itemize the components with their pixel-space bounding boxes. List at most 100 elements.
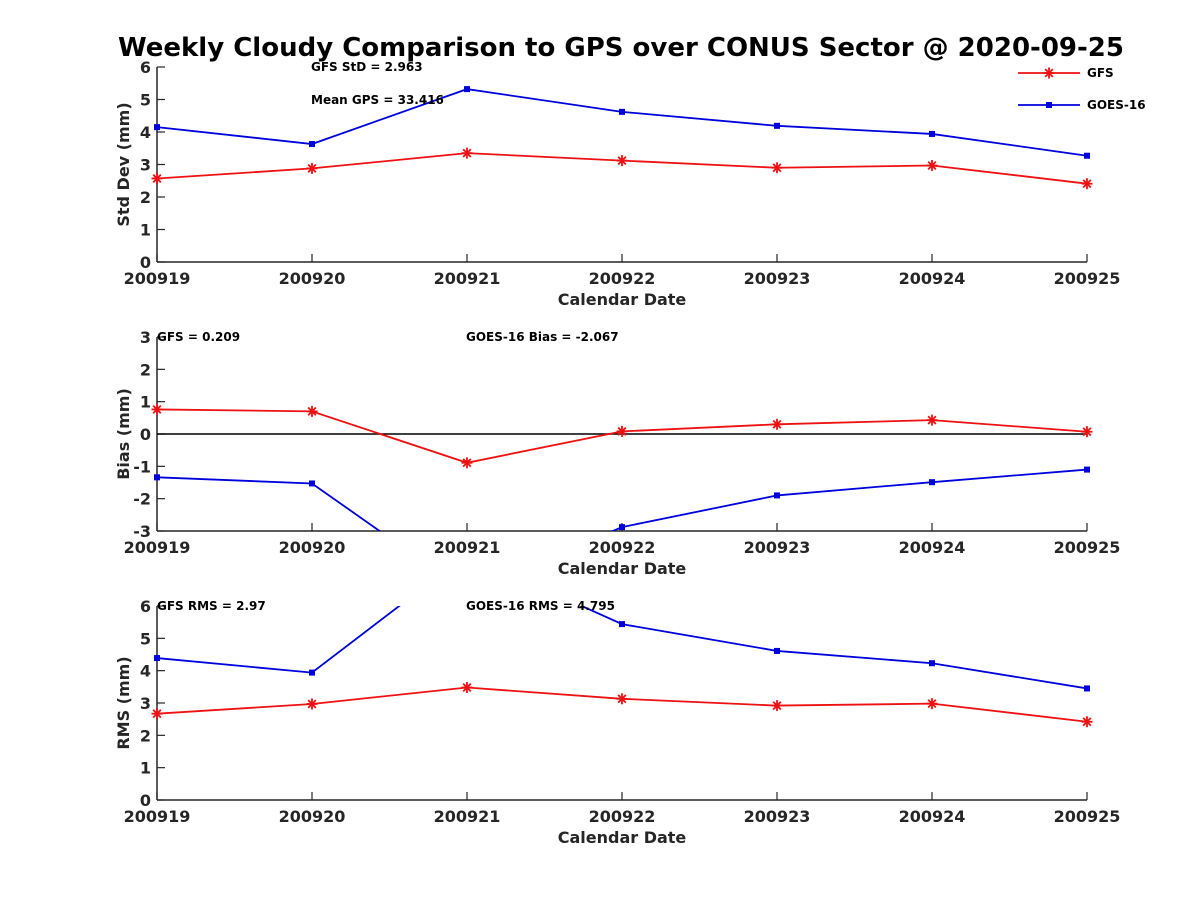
- y-tick-label: 5: [140, 629, 151, 648]
- y-tick-label: -1: [133, 457, 151, 476]
- y-tick-label: 2: [140, 360, 151, 379]
- data-point: [151, 403, 163, 415]
- x-tick-label: 200924: [899, 807, 966, 826]
- data-point: [309, 141, 315, 148]
- y-tick-label: 3: [140, 328, 151, 347]
- x-tick-label: 200920: [279, 269, 346, 288]
- data-point: [461, 681, 473, 693]
- y-tick-label: 5: [140, 91, 151, 110]
- x-tick-label: 200924: [899, 538, 966, 557]
- y-tick-label: 0: [140, 253, 151, 272]
- x-tick-label: 200924: [899, 269, 966, 288]
- x-axis-label: Calendar Date: [558, 828, 687, 847]
- legend-marker: [1046, 102, 1052, 108]
- data-point: [464, 86, 470, 93]
- x-tick-label: 200919: [124, 807, 191, 826]
- data-point: [929, 130, 935, 137]
- data-point: [771, 418, 783, 430]
- y-tick-label: 3: [140, 156, 151, 175]
- legend-entry-gfs: GFS: [1018, 66, 1114, 80]
- y-tick-label: 2: [140, 726, 151, 745]
- data-point: [619, 108, 625, 115]
- chart-title: Weekly Cloudy Comparison to GPS over CON…: [118, 33, 1124, 63]
- y-axis-label: Std Dev (mm): [114, 102, 133, 226]
- y-tick-label: 0: [140, 791, 151, 810]
- x-tick-label: 200925: [1054, 269, 1121, 288]
- x-axis-label: Calendar Date: [558, 559, 687, 578]
- data-point: [926, 414, 938, 426]
- data-point: [306, 162, 318, 174]
- data-point: [619, 524, 625, 531]
- annotation: GOES-16 Bias = -2.067: [466, 330, 619, 344]
- series-gfs: [151, 681, 1093, 728]
- y-tick-label: 4: [140, 662, 151, 681]
- panel-2: -3 -2 -1 0 1 2 3 200919 200920 200921 200922 200923…: [114, 328, 1121, 578]
- data-point: [774, 647, 780, 654]
- annotation: Mean GPS = 33.416: [311, 93, 444, 107]
- x-tick-label: 200923: [744, 807, 811, 826]
- legend-label: GOES-16: [1087, 98, 1146, 112]
- series-gfs: [151, 147, 1093, 190]
- data-point: [1081, 178, 1093, 190]
- y-axis-label: Bias (mm): [114, 388, 133, 480]
- y-tick-label: 1: [140, 759, 151, 778]
- x-tick-label: 200923: [744, 269, 811, 288]
- legend-label: GFS: [1087, 66, 1114, 80]
- data-point: [929, 479, 935, 486]
- legend-marker: [1043, 67, 1055, 79]
- x-tick-label: 200923: [744, 538, 811, 557]
- data-point: [616, 155, 628, 167]
- data-point: [774, 492, 780, 499]
- legend-entry-goes-16: GOES-16: [1018, 98, 1146, 112]
- y-tick-label: 6: [140, 597, 151, 616]
- data-point: [306, 698, 318, 710]
- data-point: [154, 124, 160, 131]
- data-point: [616, 693, 628, 705]
- data-point: [461, 147, 473, 159]
- panel-1: 0 1 2 3 4 5 6 200919 200920 200921 200922 200923 200…: [114, 58, 1120, 309]
- data-point: [1081, 716, 1093, 728]
- data-point: [154, 655, 160, 662]
- x-axis-label: Calendar Date: [558, 290, 687, 309]
- legend: GFS GOES-16: [1018, 66, 1146, 112]
- data-point: [1084, 685, 1090, 692]
- data-point: [929, 660, 935, 667]
- data-point: [1084, 152, 1090, 159]
- data-point: [619, 621, 625, 628]
- series-gfs: [151, 403, 1093, 469]
- annotation: GFS StD = 2.963: [311, 60, 423, 74]
- y-tick-label: 0: [140, 425, 151, 444]
- y-tick-label: -3: [133, 522, 151, 541]
- x-tick-label: 200925: [1054, 538, 1121, 557]
- x-tick-label: 200925: [1054, 807, 1121, 826]
- x-tick-label: 200921: [434, 538, 501, 557]
- data-point: [771, 162, 783, 174]
- x-tick-label: 200922: [589, 269, 656, 288]
- data-point: [771, 700, 783, 712]
- data-point: [151, 708, 163, 720]
- x-tick-label: 200921: [434, 269, 501, 288]
- annotation: GFS = 0.209: [157, 330, 240, 344]
- y-tick-label: 3: [140, 694, 151, 713]
- y-tick-label: 1: [140, 393, 151, 412]
- x-tick-label: 200919: [124, 538, 191, 557]
- x-tick-label: 200920: [279, 807, 346, 826]
- data-point: [309, 480, 315, 487]
- y-tick-label: 1: [140, 221, 151, 240]
- series-goes-16: [154, 606, 1090, 692]
- x-tick-label: 200919: [124, 269, 191, 288]
- y-tick-label: 6: [140, 58, 151, 77]
- annotation: GOES-16 RMS = 4.795: [466, 599, 615, 613]
- y-tick-label: 4: [140, 123, 151, 142]
- x-tick-label: 200921: [434, 807, 501, 826]
- data-point: [306, 405, 318, 417]
- data-point: [1081, 426, 1093, 438]
- y-tick-label: -2: [133, 490, 151, 509]
- series-line: [156, 686, 1088, 723]
- data-point: [926, 159, 938, 171]
- series-line: [156, 88, 1088, 157]
- panel-3: 0 1 2 3 4 5 6 200919 200920 200921 200922 200923 200…: [114, 597, 1121, 847]
- data-point: [309, 669, 315, 676]
- x-tick-label: 200922: [589, 807, 656, 826]
